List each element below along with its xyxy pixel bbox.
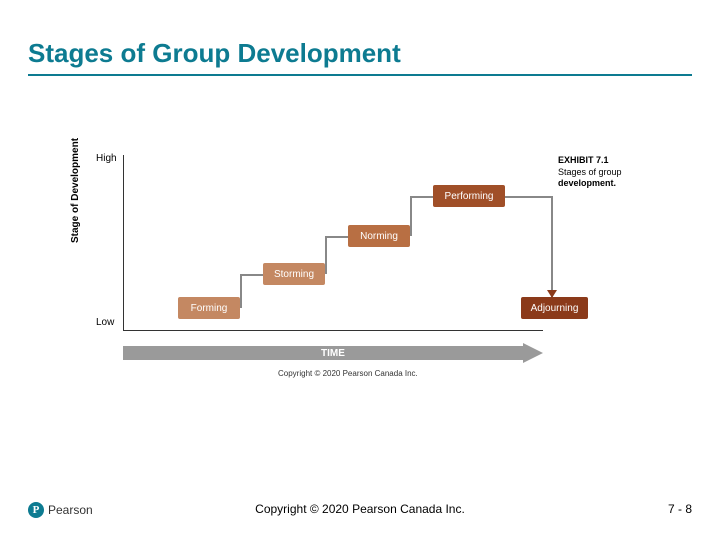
exhibit-number: EXHIBIT 7.1 [558,155,658,167]
time-arrow: TIME [123,343,543,363]
slide-title-text: Stages of Group Development [28,38,401,68]
x-axis [123,330,543,331]
chart-plot: FormingStormingNormingPerformingAdjourni… [123,155,543,330]
y-tick-low: Low [96,317,114,328]
footer-copyright: Copyright © 2020 Pearson Canada Inc. [0,502,720,516]
exhibit-line1: Stages of group [558,167,658,179]
title-underline [28,74,692,76]
exhibit-line2: development. [558,178,658,190]
y-axis-label: Stage of Development [70,138,81,243]
stage-norming: Norming [348,225,410,247]
stage-performing: Performing [433,185,505,207]
chart-copyright: Copyright © 2020 Pearson Canada Inc. [278,369,418,378]
connector [325,236,327,274]
connector [325,236,348,238]
slide-title: Stages of Group Development [28,38,401,69]
connector [410,196,412,236]
time-label: TIME [321,348,345,359]
diagram: Stage of Development High Low FormingSto… [78,155,638,385]
connector [551,196,553,297]
page-number: 7 - 8 [668,502,692,516]
connector [505,196,553,198]
stage-storming: Storming [263,263,325,285]
connector [240,274,263,276]
stage-forming: Forming [178,297,240,319]
connector [410,196,433,198]
exhibit-label: EXHIBIT 7.1 Stages of group development. [558,155,658,190]
y-tick-high: High [96,153,117,164]
connector [240,274,242,308]
stage-adjourning: Adjourning [521,297,588,319]
footer: P Pearson Copyright © 2020 Pearson Canad… [0,496,720,518]
